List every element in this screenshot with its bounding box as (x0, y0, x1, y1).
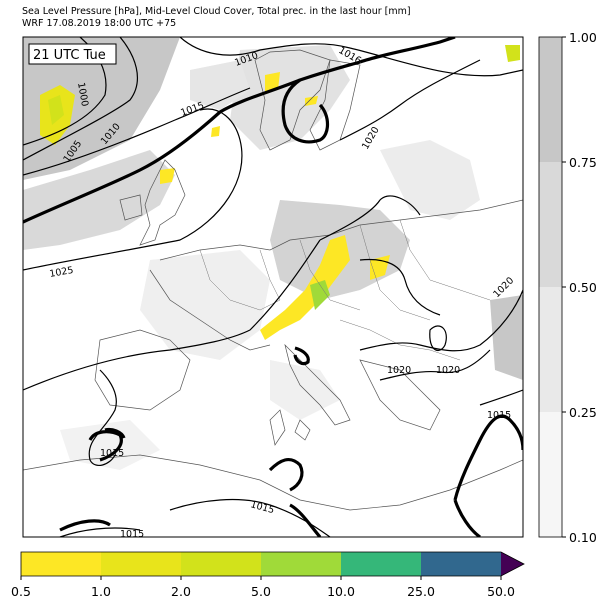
isobar-label: 1025 (49, 265, 75, 280)
precip-tick-label: 10.0 (327, 584, 355, 599)
precip-tick-label: 50.0 (487, 584, 515, 599)
precip-extend-arrow (501, 552, 524, 576)
precip-tick-label: 1.0 (91, 584, 111, 599)
cloud-bin-4 (539, 37, 562, 162)
cloud-bin-1 (539, 412, 562, 537)
isobar-label: 1015 (100, 448, 124, 459)
precip-colorbar: 0.5 1.0 2.0 5.0 10.0 25.0 50.0 (11, 551, 525, 599)
isobar-label: 1000 (75, 82, 90, 108)
cloud-tick-label: 0.10 (569, 530, 597, 545)
map-title: Sea Level Pressure [hPa], Mid-Level Clou… (22, 6, 411, 17)
precip-bin-4 (261, 552, 341, 576)
cloud-tick-label: 0.75 (569, 155, 597, 170)
map-subtitle: WRF 17.08.2019 18:00 UTC +75 (22, 18, 177, 29)
precip-bin-2 (101, 552, 181, 576)
precip-tick-label: 2.0 (171, 584, 191, 599)
cloud-bin-2 (539, 287, 562, 412)
map-frame (22, 36, 524, 538)
cloud-bin-3 (539, 162, 562, 287)
isobar-label: 1015 (487, 410, 511, 421)
cloud-cover-colorbar: 0.10 0.25 0.50 0.75 1.00 (538, 30, 597, 545)
precip-tick-label: 25.0 (407, 584, 435, 599)
valid-time-box: 21 UTC Tue (28, 43, 117, 65)
isobar-1015-thick (23, 37, 523, 537)
cloud-tick-label: 1.00 (569, 30, 597, 45)
cloud-tick-label: 0.25 (569, 405, 597, 420)
country-borders (199, 219, 491, 361)
valid-time-label: 21 UTC Tue (33, 48, 106, 63)
isobar-label: 1015 (120, 529, 144, 540)
cloud-tick-label: 0.50 (569, 280, 597, 295)
precipitation-layer (40, 45, 520, 340)
precip-bin-6 (421, 552, 501, 576)
precip-bin-1 (21, 552, 101, 576)
precip-tick-label: 0.5 (11, 584, 31, 599)
isobar-label: 1020 (436, 365, 460, 376)
isobar-label: 1020 (387, 365, 411, 376)
precip-tick-label: 5.0 (251, 584, 271, 599)
precip-bin-5 (341, 552, 421, 576)
precip-bin-3 (181, 552, 261, 576)
